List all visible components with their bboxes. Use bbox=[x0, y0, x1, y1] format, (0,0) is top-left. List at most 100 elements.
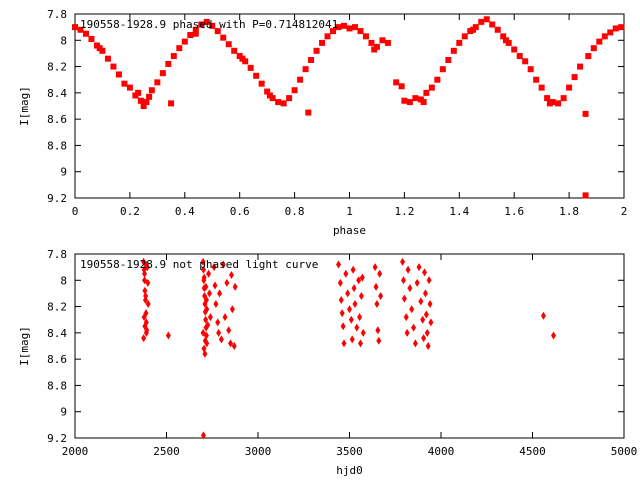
x-tick-label: 1.8 bbox=[559, 205, 579, 218]
x-tick-label: 3500 bbox=[336, 445, 363, 458]
data-point bbox=[373, 282, 379, 291]
data-point bbox=[412, 95, 419, 102]
data-point bbox=[198, 21, 205, 28]
data-point bbox=[356, 276, 362, 285]
y-tick-label: 9.2 bbox=[47, 192, 67, 205]
data-point bbox=[375, 326, 381, 335]
data-point bbox=[247, 64, 254, 71]
data-point bbox=[461, 33, 468, 40]
y-tick-label: 8.8 bbox=[47, 379, 67, 392]
x-tick-label: 2500 bbox=[153, 445, 180, 458]
x-tick-label: 1 bbox=[346, 205, 353, 218]
x-tick-label: 4500 bbox=[519, 445, 546, 458]
y-tick-label: 8.4 bbox=[47, 87, 67, 100]
data-point bbox=[319, 39, 326, 46]
y-tick-label: 9 bbox=[60, 166, 67, 179]
y-tick-label: 8.2 bbox=[47, 61, 67, 74]
data-point bbox=[143, 292, 149, 301]
data-point bbox=[338, 296, 344, 304]
data-point bbox=[607, 29, 614, 36]
data-point bbox=[96, 45, 103, 52]
data-point bbox=[345, 289, 351, 298]
x-tick-label: 0.4 bbox=[175, 205, 195, 218]
data-point bbox=[207, 313, 213, 322]
panel-title: 190558-1928.9 phased with P=0.714812041 bbox=[80, 18, 338, 31]
data-point bbox=[544, 95, 551, 102]
unphased-light-curve-panel: 2000 2500 3000 3500 4000 4500 5000 7.8 8 8.2 8.4 8.… bbox=[18, 248, 637, 477]
data-point bbox=[434, 76, 441, 83]
data-point bbox=[347, 305, 352, 314]
data-point bbox=[398, 83, 405, 90]
data-point bbox=[200, 431, 206, 440]
data-point bbox=[577, 63, 584, 70]
data-point bbox=[533, 76, 540, 83]
data-point bbox=[220, 34, 227, 41]
data-point bbox=[500, 33, 507, 40]
data-point bbox=[286, 95, 293, 102]
data-point bbox=[360, 328, 366, 337]
x-tick-label: 0.6 bbox=[230, 205, 250, 218]
data-point bbox=[406, 99, 413, 106]
data-point bbox=[379, 37, 386, 44]
data-point bbox=[280, 100, 287, 107]
x-tick-label: 3000 bbox=[245, 445, 272, 458]
data-point bbox=[202, 349, 208, 358]
data-point bbox=[226, 326, 232, 335]
data-point bbox=[420, 99, 427, 106]
data-point bbox=[400, 257, 406, 266]
data-point bbox=[423, 310, 429, 319]
data-point bbox=[378, 292, 384, 301]
x-axis-label: phase bbox=[333, 224, 366, 237]
data-point bbox=[218, 335, 224, 344]
data-point bbox=[126, 84, 133, 91]
data-point bbox=[200, 265, 206, 274]
data-point bbox=[445, 57, 452, 63]
data-point bbox=[502, 37, 509, 44]
data-point bbox=[148, 87, 155, 94]
data-point bbox=[232, 282, 238, 291]
data-point bbox=[582, 192, 589, 199]
data-point bbox=[420, 315, 426, 324]
data-point bbox=[418, 297, 424, 306]
data-point bbox=[135, 89, 142, 96]
data-point bbox=[231, 47, 238, 54]
data-point bbox=[349, 335, 355, 344]
data-point bbox=[560, 95, 567, 102]
data-point bbox=[203, 282, 209, 291]
data-point bbox=[258, 80, 265, 87]
data-point bbox=[170, 53, 177, 60]
data-point bbox=[302, 66, 309, 73]
data-point bbox=[222, 313, 228, 322]
data-point bbox=[546, 100, 553, 107]
data-point bbox=[540, 311, 546, 320]
data-point bbox=[215, 318, 221, 327]
data-point bbox=[401, 97, 408, 104]
data-point bbox=[450, 47, 457, 54]
data-point bbox=[253, 72, 260, 79]
x-tick-label: 0 bbox=[72, 205, 79, 218]
data-point bbox=[305, 109, 312, 116]
data-point bbox=[275, 99, 282, 106]
data-point bbox=[428, 84, 435, 91]
data-point bbox=[407, 284, 413, 293]
data-point bbox=[145, 278, 151, 287]
data-point bbox=[511, 46, 518, 53]
data-point bbox=[220, 260, 226, 269]
y-tick-label: 7.8 bbox=[47, 248, 67, 261]
data-point bbox=[341, 339, 347, 348]
data-point bbox=[142, 269, 148, 278]
data-point bbox=[416, 263, 422, 272]
data-point bbox=[154, 79, 161, 86]
data-point bbox=[414, 278, 420, 287]
data-point bbox=[371, 46, 378, 53]
data-point bbox=[618, 24, 625, 31]
data-point bbox=[340, 322, 346, 331]
data-point bbox=[192, 26, 199, 33]
data-point bbox=[551, 331, 557, 340]
data-point bbox=[165, 331, 171, 340]
data-point bbox=[421, 334, 427, 343]
data-point bbox=[203, 315, 209, 324]
data-point bbox=[266, 92, 273, 99]
data-point bbox=[165, 60, 172, 67]
